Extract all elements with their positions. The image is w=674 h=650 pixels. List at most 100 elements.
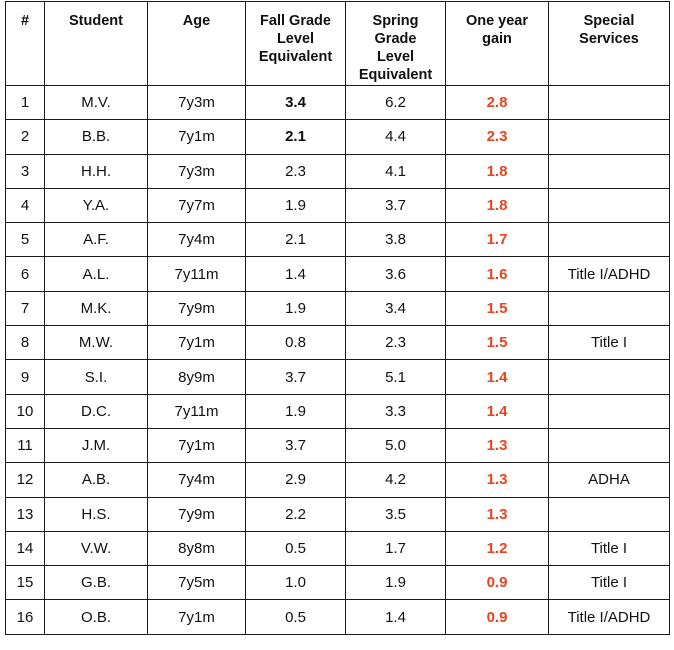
cell-special-services: Title I/ADHD: [548, 599, 670, 635]
cell-student: B.B.: [44, 119, 148, 155]
header-special-services: Special Services: [548, 1, 670, 86]
cell-spring-grade: 3.8: [345, 222, 446, 258]
cell-one-year-gain: 1.7: [445, 222, 549, 258]
table-row: 16 O.B. 7y1m 0.5 1.4 0.9 Title I/ADHD: [5, 599, 670, 635]
cell-spring-grade: 4.1: [345, 153, 446, 189]
cell-age: 7y5m: [147, 565, 246, 601]
cell-fall-grade: 2.2: [245, 496, 346, 532]
header-num: #: [5, 1, 45, 86]
cell-spring-grade: 5.0: [345, 427, 446, 464]
cell-number: 13: [5, 496, 45, 532]
cell-spring-grade: 3.6: [345, 256, 446, 292]
cell-age: 7y3m: [147, 153, 246, 189]
cell-one-year-gain: 1.3: [445, 496, 549, 532]
cell-one-year-gain: 0.9: [445, 599, 549, 635]
cell-special-services: [548, 290, 670, 327]
cell-age: 7y7m: [147, 187, 246, 224]
cell-fall-grade: 2.9: [245, 462, 346, 498]
cell-one-year-gain: 2.8: [445, 84, 549, 121]
cell-age: 7y3m: [147, 84, 246, 121]
cell-age: 7y4m: [147, 222, 246, 258]
cell-fall-grade: 3.7: [245, 359, 346, 395]
cell-fall-grade: 0.5: [245, 599, 346, 635]
cell-spring-grade: 2.3: [345, 325, 446, 361]
cell-student: M.V.: [44, 84, 148, 121]
cell-fall-grade: 1.9: [245, 187, 346, 224]
cell-student: S.I.: [44, 359, 148, 395]
cell-number: 7: [5, 290, 45, 327]
cell-spring-grade: 4.4: [345, 119, 446, 155]
cell-fall-grade: 1.0: [245, 565, 346, 601]
table-row: 10 D.C. 7y11m 1.9 3.3 1.4: [5, 393, 670, 429]
header-fall-grade: Fall Grade Level Equivalent: [245, 1, 346, 86]
cell-special-services: [548, 393, 670, 429]
cell-one-year-gain: 1.4: [445, 393, 549, 429]
cell-student: V.W.: [44, 530, 148, 567]
cell-student: H.H.: [44, 153, 148, 189]
cell-student: Y.A.: [44, 187, 148, 224]
cell-number: 2: [5, 119, 45, 155]
cell-age: 7y1m: [147, 119, 246, 155]
table-row: 8 M.W. 7y1m 0.8 2.3 1.5 Title I: [5, 325, 670, 361]
cell-fall-grade: 1.9: [245, 290, 346, 327]
cell-spring-grade: 1.4: [345, 599, 446, 635]
cell-one-year-gain: 1.6: [445, 256, 549, 292]
cell-one-year-gain: 1.5: [445, 325, 549, 361]
cell-special-services: [548, 359, 670, 395]
cell-number: 3: [5, 153, 45, 189]
cell-special-services: Title I: [548, 530, 670, 567]
cell-student: A.B.: [44, 462, 148, 498]
cell-student: A.F.: [44, 222, 148, 258]
cell-special-services: Title I/ADHD: [548, 256, 670, 292]
cell-fall-grade: 1.4: [245, 256, 346, 292]
cell-student: M.W.: [44, 325, 148, 361]
table-row: 3 H.H. 7y3m 2.3 4.1 1.8: [5, 153, 670, 189]
cell-student: G.B.: [44, 565, 148, 601]
header-spring-grade: Spring Grade Level Equivalent: [345, 1, 446, 86]
cell-one-year-gain: 1.8: [445, 153, 549, 189]
cell-fall-grade: 2.1: [245, 119, 346, 155]
cell-fall-grade: 3.4: [245, 84, 346, 121]
cell-spring-grade: 3.7: [345, 187, 446, 224]
table-row: 13 H.S. 7y9m 2.2 3.5 1.3: [5, 496, 670, 532]
cell-student: D.C.: [44, 393, 148, 429]
cell-student: J.M.: [44, 427, 148, 464]
cell-number: 16: [5, 599, 45, 635]
cell-spring-grade: 3.5: [345, 496, 446, 532]
cell-special-services: [548, 187, 670, 224]
cell-age: 7y9m: [147, 496, 246, 532]
cell-student: H.S.: [44, 496, 148, 532]
table-row: 4 Y.A. 7y7m 1.9 3.7 1.8: [5, 187, 670, 224]
cell-spring-grade: 1.7: [345, 530, 446, 567]
cell-special-services: [548, 496, 670, 532]
cell-fall-grade: 0.5: [245, 530, 346, 567]
cell-one-year-gain: 1.2: [445, 530, 549, 567]
cell-number: 9: [5, 359, 45, 395]
cell-one-year-gain: 1.3: [445, 462, 549, 498]
cell-one-year-gain: 0.9: [445, 565, 549, 601]
cell-number: 11: [5, 427, 45, 464]
table-row: 7 M.K. 7y9m 1.9 3.4 1.5: [5, 290, 670, 327]
cell-spring-grade: 3.4: [345, 290, 446, 327]
cell-number: 4: [5, 187, 45, 224]
cell-student: O.B.: [44, 599, 148, 635]
cell-age: 7y1m: [147, 599, 246, 635]
cell-special-services: [548, 153, 670, 189]
cell-spring-grade: 5.1: [345, 359, 446, 395]
cell-age: 7y1m: [147, 427, 246, 464]
cell-fall-grade: 2.3: [245, 153, 346, 189]
cell-spring-grade: 6.2: [345, 84, 446, 121]
cell-one-year-gain: 1.8: [445, 187, 549, 224]
cell-fall-grade: 3.7: [245, 427, 346, 464]
table-container: # Student Age Fall Grade Level Equivalen…: [5, 1, 670, 635]
cell-age: 8y9m: [147, 359, 246, 395]
cell-student: M.K.: [44, 290, 148, 327]
cell-number: 8: [5, 325, 45, 361]
header-row: # Student Age Fall Grade Level Equivalen…: [5, 1, 670, 86]
table-row: 15 G.B. 7y5m 1.0 1.9 0.9 Title I: [5, 565, 670, 601]
cell-number: 1: [5, 84, 45, 121]
cell-number: 14: [5, 530, 45, 567]
table-row: 1 M.V. 7y3m 3.4 6.2 2.8: [5, 84, 670, 121]
cell-one-year-gain: 1.3: [445, 427, 549, 464]
cell-spring-grade: 3.3: [345, 393, 446, 429]
